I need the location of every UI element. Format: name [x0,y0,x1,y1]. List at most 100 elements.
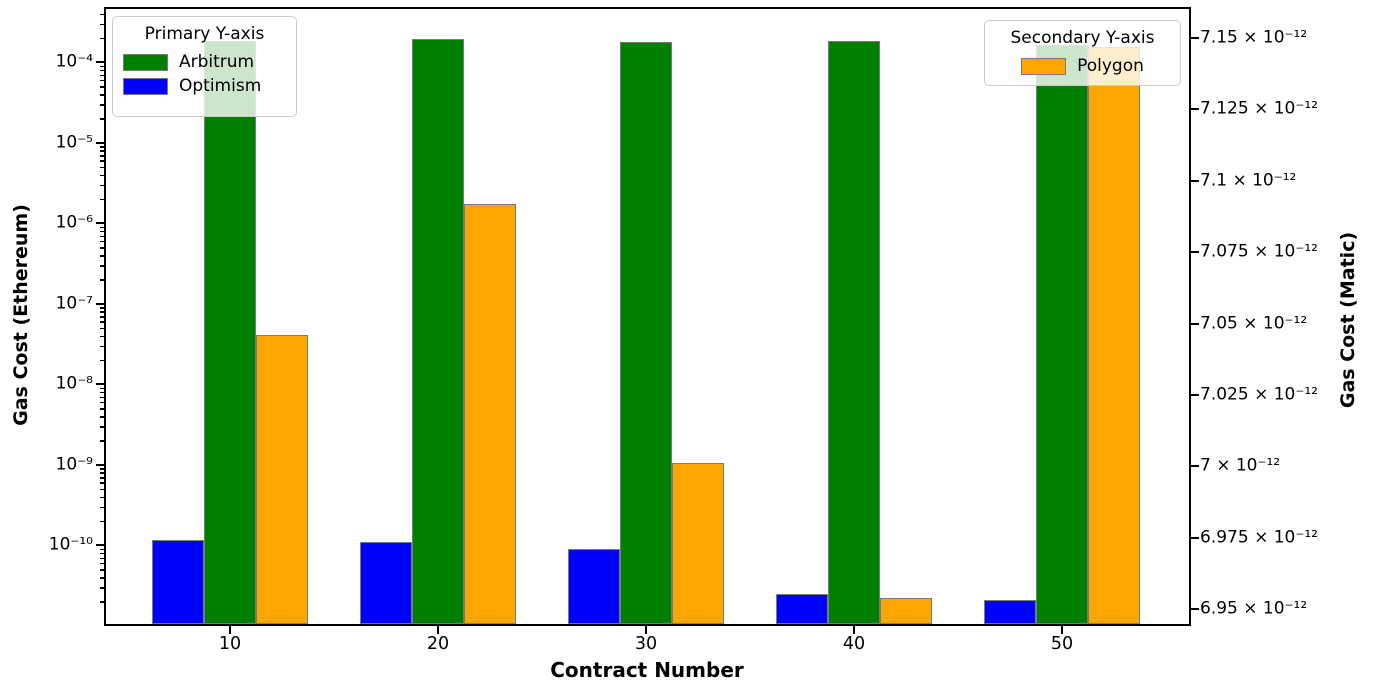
primary-y-minor-tick [100,562,104,565]
secondary-y-tick-label: 7.025 × 10⁻¹² [1200,384,1318,405]
bar-arbitrum-30 [620,41,672,624]
secondary-y-tick [1191,393,1199,396]
legend-primary-label-optimism: Optimism [179,75,262,96]
bar-arbitrum-50 [1036,44,1088,624]
primary-y-minor-tick [100,184,104,187]
primary-y-minor-tick [100,279,104,281]
primary-y-tick-label: 10⁻⁹ [55,454,93,474]
primary-y-tick [96,383,104,385]
bar-optimism-40 [776,593,828,624]
legend-secondary-label-polygon: Polygon [1077,55,1144,76]
primary-y-minor-tick [100,265,104,267]
bar-polygon-30 [672,463,724,624]
bar-polygon-40 [880,597,932,624]
primary-y-minor-tick [100,255,104,257]
legend-secondary-entry-polygon: Polygon [1021,55,1144,76]
primary-y-tick [96,302,104,305]
primary-y-minor-tick [100,569,104,571]
plot-area [104,7,1191,626]
bar-optimism-50 [984,599,1036,624]
primary-y-minor-tick [100,155,104,157]
bar-arbitrum-20 [412,39,464,624]
bar-optimism-20 [360,541,412,624]
x-tick-label: 50 [1050,634,1074,654]
primary-y-minor-tick [100,601,104,603]
secondary-y-tick-label: 7.15 × 10⁻¹² [1200,27,1308,48]
primary-y-minor-tick [100,226,104,229]
primary-y-tick [96,141,104,144]
primary-y-minor-tick [100,488,104,491]
primary-y-minor-tick [100,472,104,474]
legend-secondary: Secondary Y-axis Polygon [984,20,1181,86]
x-tick-label: 30 [634,634,658,654]
primary-y-minor-tick [100,198,104,201]
primary-y-minor-tick [100,118,104,120]
primary-y-minor-tick [100,587,104,589]
bar-polygon-20 [464,203,516,624]
primary-y-tick-label: 10⁻⁷ [55,293,93,313]
legend-primary-entries: Arbitrum Optimism [123,47,261,95]
secondary-y-tick [1191,322,1199,325]
x-tick [1061,626,1063,634]
primary-y-minor-tick [100,391,104,394]
bar-polygon-10 [256,334,308,624]
secondary-y-tick [1191,465,1199,468]
legend-primary-entry-optimism: Optimism [123,75,262,96]
primary-y-tick-label: 10⁻⁶ [55,212,93,233]
primary-y-tick-label: 10⁻⁵ [55,132,93,152]
secondary-y-tick-label: 7.05 × 10⁻¹² [1200,313,1308,333]
primary-y-minor-tick [100,477,104,479]
legend-primary-label-arbitrum: Arbitrum [179,51,255,72]
primary-y-minor-tick [100,557,104,559]
primary-y-minor-tick [100,235,104,237]
primary-y-minor-tick [100,426,104,428]
primary-y-minor-tick [100,13,104,15]
primary-y-minor-tick [100,408,104,410]
primary-y-minor-tick [100,335,104,337]
primary-y-tick [96,544,104,546]
primary-y-minor-tick [100,387,104,390]
legend-primary-entry-arbitrum: Arbitrum [123,51,261,72]
primary-y-minor-tick [100,321,104,323]
primary-y-minor-tick [100,174,104,176]
x-tick [437,626,439,634]
primary-y-minor-tick [100,401,104,404]
primary-y-tick-label: 10⁻⁴ [55,51,93,72]
primary-y-minor-tick [100,359,104,362]
legend-primary: Primary Y-axis Arbitrum Optimism [112,16,297,117]
secondary-y-tick [1191,179,1199,182]
x-tick-label: 10 [218,634,242,654]
primary-y-minor-tick [100,247,104,249]
primary-y-minor-tick [100,482,104,484]
primary-y-minor-tick [100,327,104,330]
secondary-y-tick [1191,251,1199,254]
legend-secondary-title: Secondary Y-axis [1010,28,1155,48]
secondary-y-tick [1191,608,1199,610]
primary-y-minor-tick [100,146,104,148]
primary-y-minor-tick [100,552,104,555]
primary-y-tick-label: 10⁻¹⁰ [48,534,93,555]
bar-optimism-30 [568,548,620,624]
legend-primary-title: Primary Y-axis [144,24,265,44]
secondary-y-tick [1191,108,1199,111]
primary-y-tick-label: 10⁻⁸ [55,373,93,394]
x-tick [853,626,855,634]
primary-y-minor-tick [100,506,104,509]
x-tick [645,626,647,634]
x-tick-label: 20 [426,634,450,654]
bar-optimism-10 [152,540,204,624]
secondary-y-tick-label: 7.075 × 10⁻¹² [1200,241,1318,262]
legend-secondary-patch-polygon [1021,57,1067,75]
primary-y-minor-tick [100,440,104,442]
primary-y-axis-label: Gas Cost (Ethereum) [10,204,32,426]
bar-polygon-50 [1088,46,1140,624]
primary-y-minor-tick [100,311,104,313]
primary-y-minor-tick [100,240,104,243]
primary-y-minor-tick [100,416,104,418]
primary-y-minor-tick [100,69,104,72]
primary-y-minor-tick [100,94,104,96]
primary-y-minor-tick [100,520,104,523]
primary-y-minor-tick [100,23,104,26]
primary-y-minor-tick [100,160,104,162]
